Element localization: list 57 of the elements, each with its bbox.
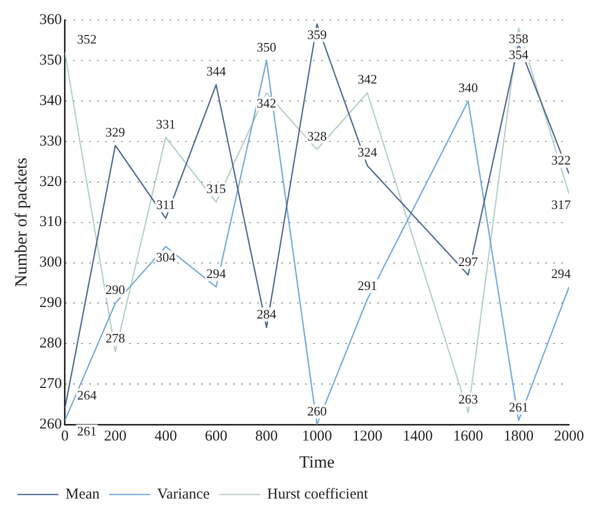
data-label: 284 (256, 306, 277, 322)
data-label: 263 (458, 391, 478, 406)
data-label: 331 (156, 116, 176, 132)
y-tick-label: 300 (39, 254, 62, 271)
data-label: 260 (307, 404, 327, 419)
x-tick-label: 1600 (453, 428, 484, 445)
data-label: 342 (256, 96, 276, 111)
x-tick-label: 0 (61, 428, 69, 445)
data-label: 354 (508, 47, 529, 62)
y-tick-label: 340 (39, 92, 62, 109)
data-label: 322 (551, 152, 571, 168)
x-tick-label: 1400 (402, 428, 433, 445)
data-label: 264 (77, 387, 98, 402)
data-label: 317 (551, 196, 572, 212)
data-label: 328 (307, 128, 327, 144)
data-label: 342 (358, 72, 378, 87)
y-tick-label: 310 (39, 214, 62, 230)
y-tick-label: 320 (39, 174, 62, 190)
data-label: 340 (458, 80, 478, 95)
y-tick-label: 290 (39, 295, 62, 312)
data-label: 291 (358, 278, 378, 294)
y-tick-label: 260 (39, 416, 62, 433)
y-tick-label: 270 (39, 376, 62, 392)
data-label: 311 (156, 197, 176, 212)
x-tick-label: 1800 (504, 428, 534, 445)
x-tick-label: 400 (154, 428, 177, 445)
x-tick-label: 800 (255, 428, 278, 445)
data-label: 304 (156, 250, 176, 264)
y-tick-label: 360 (39, 12, 62, 28)
data-label: 261 (77, 423, 97, 438)
data-label: 358 (508, 31, 528, 46)
x-tick-label: 2000 (554, 428, 584, 445)
x-tick-label: 1200 (352, 428, 382, 445)
legend-label: Mean (66, 486, 100, 502)
data-label: 324 (358, 144, 378, 160)
x-tick-label: 1000 (302, 428, 332, 445)
legend-label: Variance (157, 486, 210, 502)
y-tick-label: 350 (39, 52, 62, 68)
x-axis-title: Time (299, 452, 335, 472)
x-tick-label: 600 (204, 428, 228, 445)
data-label: 329 (106, 124, 126, 140)
data-label: 294 (206, 266, 226, 281)
data-label: 294 (551, 266, 572, 281)
data-label: 352 (77, 31, 97, 46)
data-label: 297 (458, 254, 478, 269)
data-label: 278 (106, 330, 126, 346)
data-label: 290 (106, 282, 126, 298)
x-tick-label: 200 (104, 428, 127, 445)
data-label: 315 (206, 180, 226, 196)
y-axis-title: Number of packets (12, 158, 31, 287)
y-tick-label: 280 (39, 336, 62, 352)
data-label: 344 (206, 64, 226, 79)
y-tick-label: 330 (39, 133, 62, 150)
data-label: 261 (508, 399, 528, 414)
legend-label: Hurst coefficient (267, 486, 369, 502)
data-label: 350 (256, 39, 276, 54)
data-label: 359 (307, 26, 327, 42)
